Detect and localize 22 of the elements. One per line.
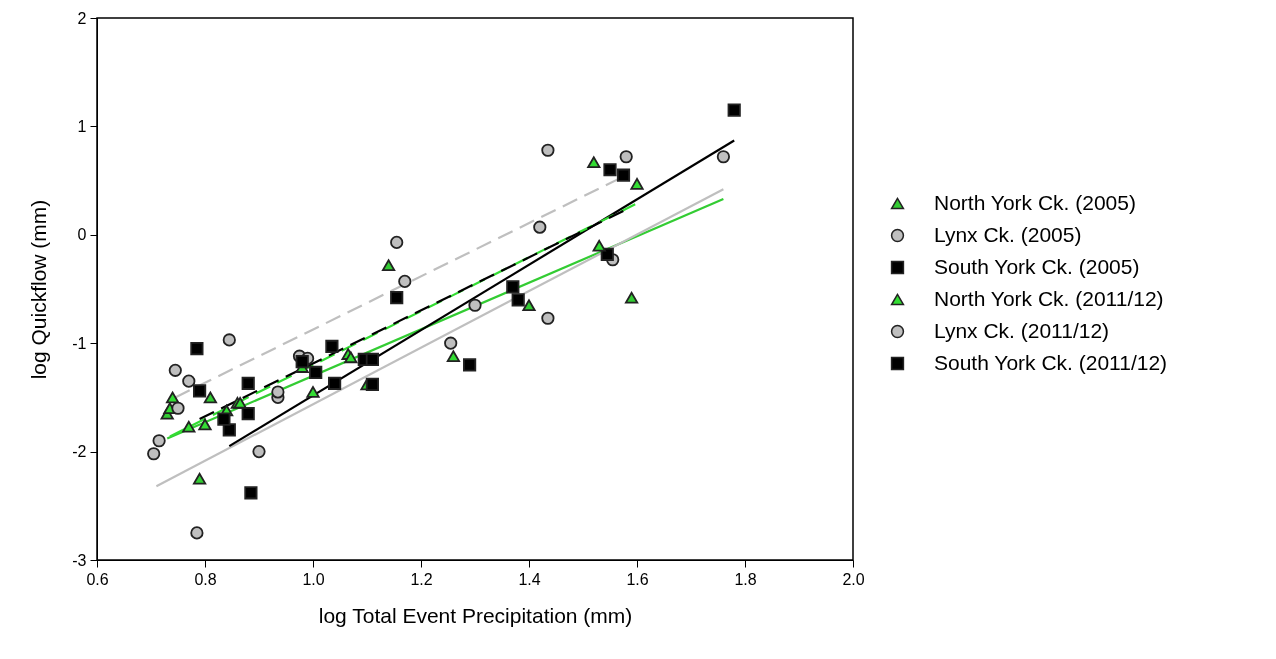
x-tick-label: 1.0 — [302, 570, 325, 588]
x-tick-label: 1.8 — [734, 570, 757, 588]
y-tick-label: 1 — [77, 117, 87, 135]
y-tick-label: 2 — [77, 9, 87, 27]
legend-label: North York Ck. (2011/12) — [934, 286, 1164, 310]
y-tick-label: -1 — [72, 334, 87, 352]
x-tick-label: 1.4 — [518, 570, 541, 588]
y-axis-title: log Quickflow (mm) — [27, 199, 51, 380]
legend-label: Lynx Ck. (2011/12) — [934, 318, 1110, 342]
y-tick-label: -3 — [72, 551, 87, 569]
y-tick-label: -2 — [72, 443, 87, 461]
y-tick-label: 0 — [77, 226, 87, 244]
x-tick-label: 2.0 — [842, 570, 865, 588]
legend-label: Lynx Ck. (2005) — [934, 222, 1082, 246]
legend-label: North York Ck. (2005) — [934, 190, 1136, 214]
x-axis-title: log Total Event Precipitation (mm) — [318, 603, 633, 627]
x-tick-label: 1.6 — [626, 570, 649, 588]
legend-label: South York Ck. (2005) — [934, 254, 1140, 278]
x-tick-label: 1.2 — [410, 570, 433, 588]
x-tick-label: 0.8 — [194, 570, 217, 588]
x-tick-label: 0.6 — [86, 570, 109, 588]
legend-label: South York Ck. (2011/12) — [934, 350, 1168, 374]
